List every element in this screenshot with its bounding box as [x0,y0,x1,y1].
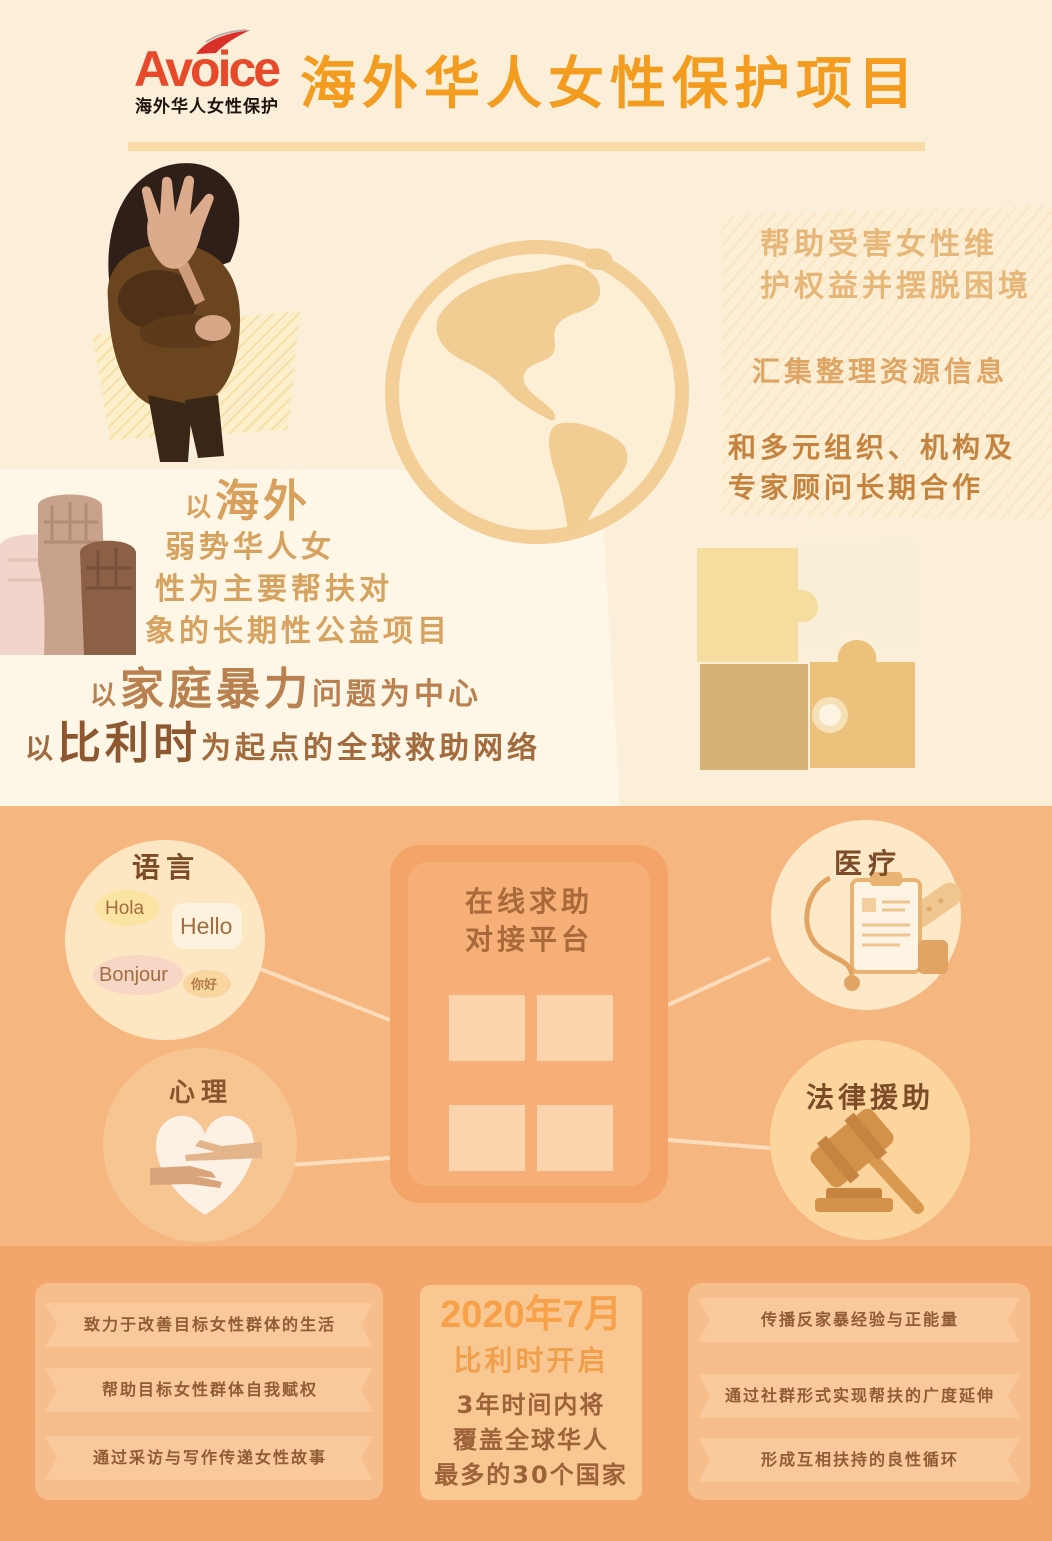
platform-title-line: 在线求助 [465,885,594,918]
mission-network: 以 比利时 为起点的全球救助网络 [25,722,541,766]
puzzle-pieces-icon [697,540,918,770]
network-emphasis: 比利时 [57,718,202,769]
hub-connector-lines [257,956,771,1167]
launch-plan-line: 3年时间内将 [456,1391,606,1419]
heart-hands-icon [103,1048,297,1242]
service-language-title: 语言 [131,851,200,884]
goals-left-panel [35,1283,383,1500]
goal-right-item: 形成互相扶持的良性循环 [760,1450,959,1469]
focus-prefix: 以 [90,681,117,711]
goal-left-item: 帮助目标女性群体自我赋权 [101,1380,318,1399]
goals-right-panel [688,1283,1030,1500]
focus-suffix: 问题为中心 [312,677,483,712]
greeting-bonjour: Bonjour [99,964,168,986]
greeting-nihao: 你好 [191,977,218,992]
service-medical-title: 医疗 [833,847,902,880]
goal-left-item: 致力于改善目标女性群体的生活 [83,1315,336,1334]
page-title: 海外华人女性保护项目 [300,52,920,117]
launch-plan-line: 覆盖全球华人 [453,1426,609,1454]
service-legal-title: 法律援助 [805,1081,934,1114]
language-circle [65,840,265,1040]
globe-icon [385,240,689,544]
launch-date: 2020年7月 [440,1294,622,1336]
intro-emphasis: 海外 [215,476,312,527]
goal-right-item: 传播反家暴经验与正能量 [760,1310,959,1329]
mission-left-line: 性为主要帮扶对 [155,572,393,607]
launch-place: 比利时开启 [453,1344,609,1377]
intro-prefix: 以 [185,493,212,523]
goal-right-item: 通过社群形式实现帮扶的广度延伸 [724,1386,995,1405]
phone-platform-icon [390,845,668,1203]
network-suffix: 为起点的全球救助网络 [201,731,542,766]
goal-left-item: 通过采访与写作传递女性故事 [92,1448,327,1467]
focus-emphasis: 家庭暴力 [120,664,313,715]
service-psychology-title: 心理 [168,1078,233,1108]
mission-right-line: 汇集整理资源信息 [752,355,1009,388]
mission-right-line: 帮助受害女性维 [760,227,998,262]
greeting-hello: Hello [180,913,233,939]
header-divider [128,142,925,151]
raised-fists-icon [0,494,136,655]
logo-wordmark: Avoice [134,41,281,97]
mission-left-line: 弱势华人女 [165,530,335,565]
mission-left-intro: 以 海外 [185,480,311,524]
network-prefix: 以 [25,732,54,765]
greeting-hola: Hola [105,898,145,919]
mission-right-line: 护权益并摆脱困境 [760,269,1032,304]
mission-focus: 以 家庭暴力 问题为中心 [90,668,482,712]
woman-covering-face-icon [92,163,300,462]
launch-panel [420,1285,642,1500]
clipboard-stethoscope-icon [771,820,962,1010]
logo-hat-icon [196,29,250,54]
platform-title-line: 对接平台 [465,923,594,956]
mission-right-line: 专家顾问长期合作 [728,471,985,504]
mission-left-line: 象的长期性公益项目 [145,614,451,649]
logo-tagline: 海外华人女性保护 [135,97,279,117]
launch-plan-line: 最多的30个国家 [434,1461,628,1489]
gavel-icon [770,1040,970,1240]
mission-right-line: 和多元组织、机构及 [728,431,1017,464]
